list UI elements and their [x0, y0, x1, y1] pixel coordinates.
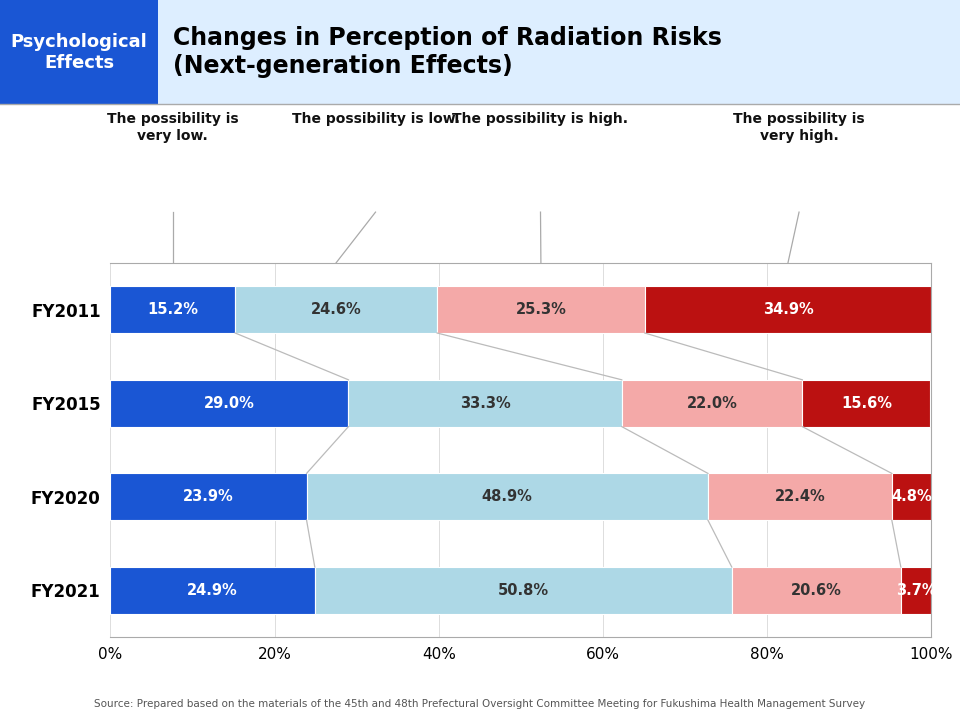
- Text: 4.8%: 4.8%: [891, 490, 932, 504]
- Text: 50.8%: 50.8%: [497, 583, 549, 598]
- Bar: [306, 474, 708, 520]
- Bar: [315, 567, 732, 613]
- Bar: [110, 474, 306, 520]
- Text: 3.7%: 3.7%: [896, 583, 936, 598]
- Bar: [803, 380, 930, 426]
- Text: 33.3%: 33.3%: [460, 396, 511, 410]
- Bar: [110, 380, 348, 426]
- Text: Changes in Perception of Radiation Risks
(Next-generation Effects): Changes in Perception of Radiation Risks…: [173, 27, 722, 78]
- Bar: [348, 380, 622, 426]
- Text: 15.6%: 15.6%: [841, 396, 892, 410]
- Bar: [892, 474, 931, 520]
- Text: The possibility is low.: The possibility is low.: [292, 112, 460, 126]
- Bar: [110, 286, 235, 333]
- Text: Source: Prepared based on the materials of the 45th and 48th Prefectural Oversig: Source: Prepared based on the materials …: [94, 699, 866, 709]
- Text: The possibility is
very high.: The possibility is very high.: [733, 112, 865, 143]
- Bar: [708, 474, 892, 520]
- Bar: [900, 567, 931, 613]
- Text: 25.3%: 25.3%: [516, 302, 566, 317]
- Bar: [645, 286, 931, 333]
- Text: 24.6%: 24.6%: [311, 302, 362, 317]
- Bar: [732, 567, 900, 613]
- Text: Psychological
Effects: Psychological Effects: [11, 33, 148, 71]
- Text: The possibility is
very low.: The possibility is very low.: [107, 112, 239, 143]
- Text: 23.9%: 23.9%: [183, 490, 234, 504]
- Text: The possibility is high.: The possibility is high.: [452, 112, 629, 126]
- Text: 22.4%: 22.4%: [775, 490, 826, 504]
- Text: 29.0%: 29.0%: [204, 396, 254, 410]
- Text: 22.0%: 22.0%: [686, 396, 737, 410]
- Bar: [0, 0, 158, 104]
- Bar: [622, 380, 803, 426]
- Text: 48.9%: 48.9%: [482, 490, 533, 504]
- Bar: [235, 286, 437, 333]
- Text: 15.2%: 15.2%: [147, 302, 199, 317]
- Text: 24.9%: 24.9%: [187, 583, 238, 598]
- Text: 20.6%: 20.6%: [791, 583, 842, 598]
- Bar: [437, 286, 645, 333]
- Bar: [110, 567, 315, 613]
- Text: 34.9%: 34.9%: [762, 302, 813, 317]
